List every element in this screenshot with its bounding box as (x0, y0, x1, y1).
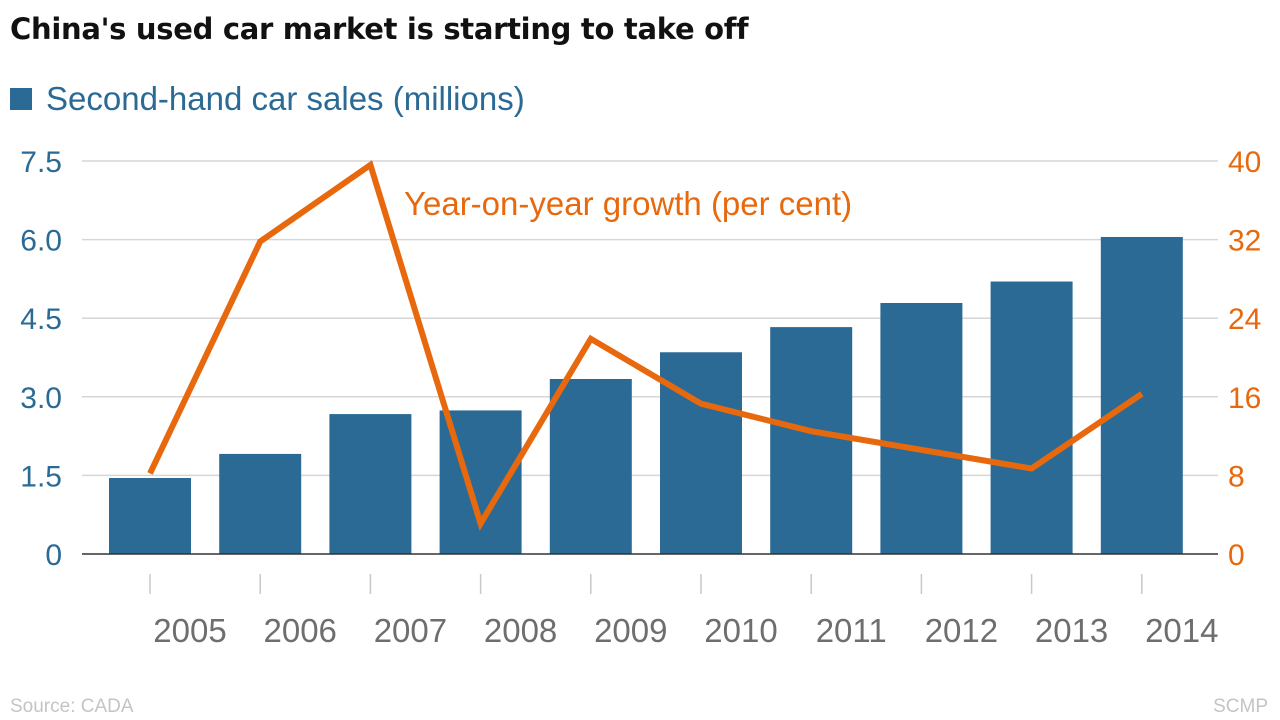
x-tick-label: 2005 (153, 612, 226, 649)
y-right-tick-label: 8 (1228, 460, 1245, 493)
y-left-tick-label: 3.0 (20, 382, 62, 415)
x-tick-label: 2007 (374, 612, 447, 649)
credit-note: SCMP (1213, 696, 1268, 717)
y-right-tick-label: 24 (1228, 303, 1261, 336)
chart-title: China's used car market is starting to t… (10, 12, 749, 46)
x-tick-label: 2013 (1035, 612, 1108, 649)
y-right-tick-label: 0 (1228, 539, 1245, 572)
legend-label: Second-hand car sales (millions) (46, 80, 525, 117)
x-axis: 2005 2006 2007 2008 2009 2010 2011 2012 2013 2014 (149, 574, 1219, 649)
bar (109, 478, 191, 554)
y-axis-right: 0 8 16 24 32 40 (1228, 146, 1261, 572)
growth-line-label: Year-on-year growth (per cent) (404, 185, 852, 222)
legend: Second-hand car sales (millions) (10, 80, 525, 118)
x-tick-label: 2010 (704, 612, 777, 649)
source-note: Source: CADA (10, 696, 134, 717)
x-tick-label: 2008 (484, 612, 557, 649)
y-right-tick-label: 32 (1228, 225, 1261, 258)
growth-line (147, 160, 1144, 531)
x-tick-label: 2006 (263, 612, 336, 649)
y-left-tick-label: 6.0 (20, 225, 62, 258)
bar (990, 281, 1073, 554)
bar (549, 378, 632, 554)
y-left-tick-label: 4.5 (20, 303, 62, 336)
bar (329, 414, 412, 554)
x-tick-label: 2009 (594, 612, 667, 649)
y-left-tick-label: 0 (45, 539, 62, 572)
y-right-tick-label: 16 (1228, 382, 1261, 415)
y-left-tick-label: 1.5 (20, 460, 62, 493)
bar (880, 303, 963, 554)
bar (770, 327, 853, 554)
y-right-tick-label: 40 (1228, 146, 1261, 179)
bar (660, 352, 742, 554)
x-tick-label: 2011 (816, 612, 887, 649)
bar-series (109, 236, 1183, 555)
y-axis-left: 0 1.5 3.0 4.5 6.0 7.5 (20, 146, 62, 572)
x-tick-label: 2012 (925, 612, 998, 649)
x-tick-label: 2014 (1145, 612, 1218, 649)
bar (219, 453, 302, 554)
legend-swatch (10, 88, 32, 110)
y-left-tick-label: 7.5 (20, 146, 62, 179)
